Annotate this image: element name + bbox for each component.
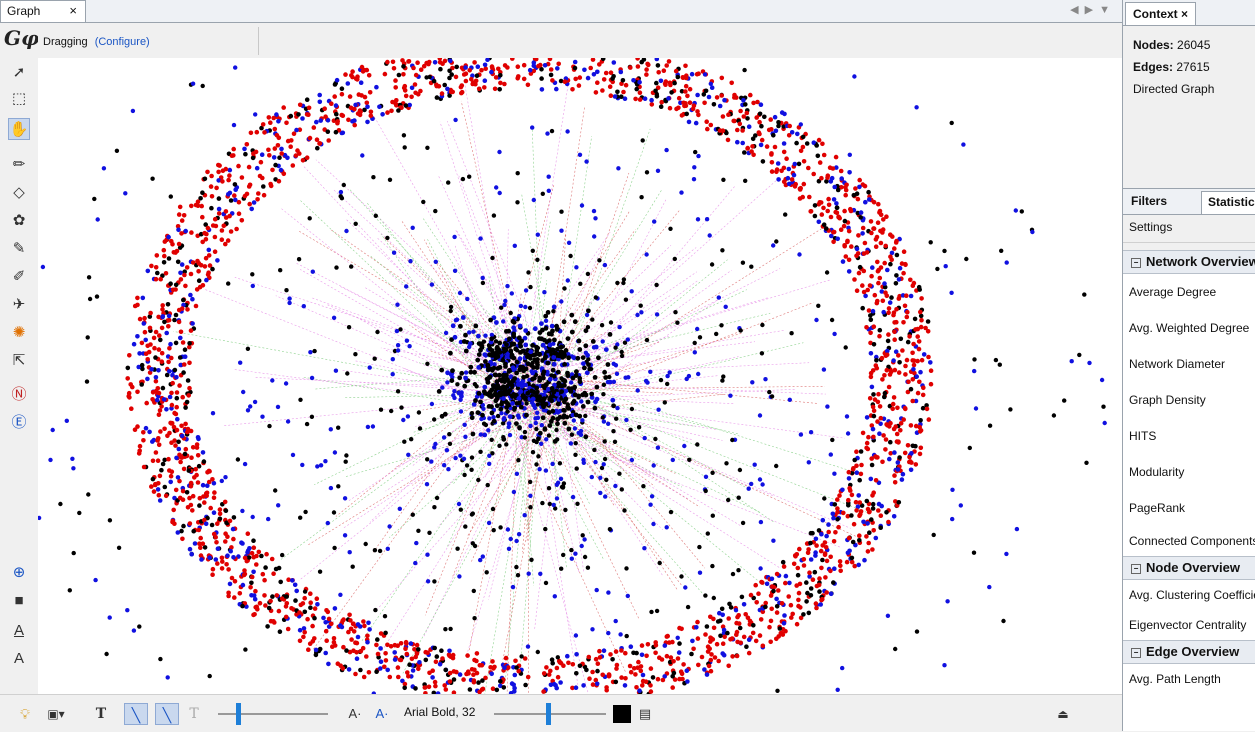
pointer-icon[interactable]: ➚ <box>12 64 26 81</box>
pencil-icon[interactable]: ✎ <box>12 240 26 257</box>
edge-scale-knob[interactable] <box>236 703 241 725</box>
edges-value: 27615 <box>1176 60 1210 74</box>
tab-filters[interactable]: Filters <box>1131 194 1168 208</box>
zoom-icon[interactable]: ⊕ <box>12 564 26 581</box>
settings-button[interactable]: Settings <box>1123 214 1255 243</box>
stat-avg-path-length: Avg. Path Length <box>1129 672 1221 686</box>
drag-mode-label: Dragging (Configure) <box>43 36 150 48</box>
graph-tabbar: Graph × ◀▶▼ <box>0 0 1122 23</box>
graph-nodes <box>38 58 1107 694</box>
collapse-icon[interactable]: − <box>1131 647 1141 658</box>
stat-avg-weighted-degree: Avg. Weighted Degree <box>1129 321 1250 335</box>
edge-color-icon[interactable]: ╲ <box>155 703 179 725</box>
edges-row: Edges: 27615 <box>1133 56 1246 78</box>
graph-toolbar: Dragging (Configure) <box>38 23 1122 57</box>
diamond-icon[interactable]: ◇ <box>13 184 25 201</box>
stat-eigenvector-centrality: Eigenvector Centrality <box>1129 618 1247 632</box>
tab-graph[interactable]: Graph × <box>0 0 86 22</box>
background-color-icon[interactable]: ■ <box>14 592 24 609</box>
graph-window: Graph × ◀▶▼ Gφ Dragging (Configure) ➚ ⬚ … <box>0 0 1122 732</box>
stat-modularity: Modularity <box>1129 465 1185 479</box>
label-size-icon[interactable]: A <box>13 650 24 667</box>
show-labels-icon[interactable]: T <box>95 706 107 722</box>
stat-network-diameter: Network Diameter <box>1129 357 1226 371</box>
shortest-path-icon[interactable]: ✈ <box>12 296 26 313</box>
stat-connected-components: Connected Components <box>1129 534 1255 548</box>
window-controls: ◀▶▼ <box>1070 3 1116 16</box>
heat-map-icon[interactable]: ✺ <box>12 324 26 341</box>
nodes-label: Nodes: <box>1133 38 1174 52</box>
stat-pagerank: PageRank <box>1129 501 1186 515</box>
palette-icon[interactable]: ✿ <box>12 212 26 229</box>
right-panels: Context × Nodes: 26045 Edges: 27615 Dire… <box>1122 0 1255 731</box>
toolbar-divider <box>258 27 259 55</box>
collapse-icon[interactable]: − <box>1131 257 1141 268</box>
lightbulb-icon[interactable]: 💡︎ <box>20 706 30 722</box>
label-size-knob[interactable] <box>546 703 551 725</box>
section-network-overview[interactable]: − Network Overview <box>1123 250 1255 274</box>
close-icon[interactable]: × <box>69 3 77 18</box>
context-tabbar: Context × <box>1123 0 1255 26</box>
nodes-row: Nodes: 26045 <box>1133 34 1246 56</box>
stat-average-degree: Average Degree <box>1129 285 1217 299</box>
show-edges-icon[interactable]: ╲ <box>124 703 148 725</box>
tab-context-label: Context <box>1133 7 1178 21</box>
stat-avg-clustering-coefficient: Avg. Clustering Coefficient <box>1129 588 1255 602</box>
section-title: Edge Overview <box>1146 644 1240 659</box>
graph-type: Directed Graph <box>1133 82 1215 96</box>
scroll-right-icon[interactable]: ▶ <box>1084 4 1100 16</box>
expand-icon[interactable]: ⏏ <box>1057 707 1069 721</box>
drag-hand-icon[interactable]: ✋ <box>8 118 30 140</box>
tool-column: ➚ ⬚ ✋ ✏ ◇ ✿ ✎ ✐ ✈ ✺ ⇱ Ⓝ Ⓔ ⊕ ■ A A <box>0 58 38 694</box>
tab-graph-label: Graph <box>7 4 41 18</box>
section-edge-overview[interactable]: − Edge Overview <box>1123 640 1255 664</box>
screenshot-icon[interactable]: ▣▾ <box>47 707 65 721</box>
mode-label: Dragging <box>43 36 88 48</box>
graph-canvas[interactable] <box>38 58 1122 694</box>
gephi-logo-icon: Gφ <box>4 26 40 50</box>
statistics-list: − Network Overview Average Degree Avg. We… <box>1123 250 1255 731</box>
collapse-icon[interactable]: − <box>1131 563 1141 574</box>
edit-icon[interactable]: ⇱ <box>12 352 26 369</box>
rectangle-select-icon[interactable]: ⬚ <box>11 90 27 107</box>
section-title: Network Overview <box>1146 254 1255 269</box>
label-color-swatch[interactable] <box>613 705 631 723</box>
edges-label: Edges: <box>1133 60 1174 74</box>
attributes-icon[interactable]: ▤ <box>638 706 652 721</box>
scroll-left-icon[interactable]: ◀ <box>1070 4 1085 16</box>
window-menu-icon[interactable]: ▼ <box>1099 4 1116 16</box>
network-graph[interactable] <box>38 58 1122 694</box>
font-size-icon[interactable]: A· <box>348 706 362 721</box>
stat-hits: HITS <box>1129 429 1157 443</box>
context-panel: Nodes: 26045 Edges: 27615 Directed Graph <box>1123 26 1255 186</box>
font-label[interactable]: Arial Bold, 32 <box>404 705 476 719</box>
stat-graph-density: Graph Density <box>1129 393 1206 407</box>
configure-link[interactable]: (Configure) <box>94 36 150 48</box>
edge-label-icon[interactable]: T <box>189 706 199 722</box>
font-color-icon[interactable]: A· <box>375 706 389 721</box>
edge-scale-slider[interactable] <box>218 713 328 715</box>
tab-statistics[interactable]: Statistics <box>1201 191 1255 214</box>
node-icon[interactable]: Ⓝ <box>11 386 27 403</box>
edge-icon[interactable]: Ⓔ <box>11 414 27 431</box>
edge-pencil-icon[interactable]: ✐ <box>12 268 26 285</box>
section-title: Node Overview <box>1146 560 1240 575</box>
tab-context[interactable]: Context × <box>1125 2 1197 25</box>
bottom-toolbar: 💡︎ ▣▾ T ╲ ╲ T A· A· Arial Bold, 32 ▤ ⏏ <box>0 694 1122 732</box>
nodes-value: 26045 <box>1177 38 1211 52</box>
section-node-overview[interactable]: − Node Overview <box>1123 556 1255 580</box>
label-color-icon[interactable]: A <box>13 622 24 639</box>
painter-icon[interactable]: ✏ <box>12 156 26 173</box>
statistics-tabbar: Filters Statistics <box>1123 188 1255 215</box>
close-icon[interactable]: × <box>1181 7 1189 21</box>
